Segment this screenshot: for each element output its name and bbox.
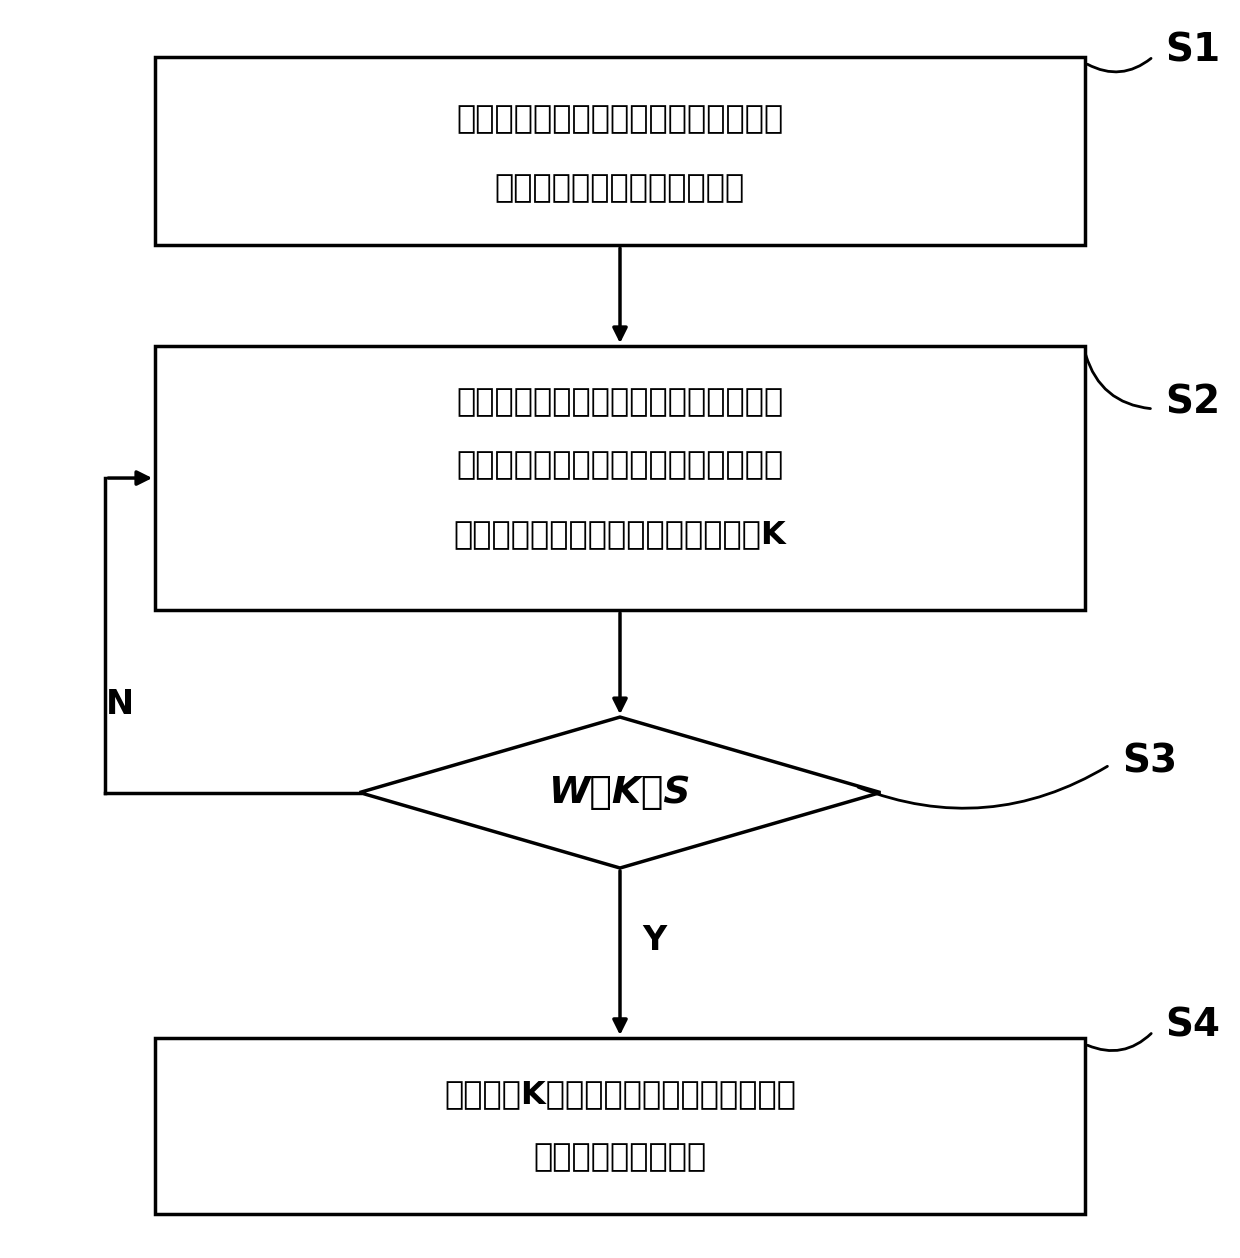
Bar: [155, 57, 1085, 245]
Text: 提供具有充电口的充电座，充电口外部: 提供具有充电口的充电座，充电口外部: [456, 104, 784, 135]
Text: S1: S1: [1166, 31, 1220, 69]
Bar: [155, 1038, 1085, 1214]
Text: S4: S4: [1166, 1006, 1220, 1044]
Bar: [155, 346, 1085, 610]
Text: N: N: [107, 688, 134, 721]
Text: 到充电口的位置信息: 到充电口的位置信息: [533, 1142, 707, 1172]
Text: 通过机械臂驱动激光测距模块沿直线扫: 通过机械臂驱动激光测距模块沿直线扫: [456, 387, 784, 418]
Text: 轮廓与充电口内部存在高度差: 轮廓与充电口内部存在高度差: [495, 174, 745, 204]
Text: W＜K＜S: W＜K＜S: [549, 775, 691, 810]
Polygon shape: [360, 717, 880, 868]
Text: 描，测量直线上存在高度差的临界点，: 描，测量直线上存在高度差的临界点，: [456, 450, 784, 481]
Text: 获取充电口上两个临界点之间的弦长K: 获取充电口上两个临界点之间的弦长K: [454, 520, 786, 550]
Text: 根据弦长K和充电口中心的对应关系，得: 根据弦长K和充电口中心的对应关系，得: [444, 1079, 796, 1110]
Text: S3: S3: [1122, 742, 1177, 780]
Text: S2: S2: [1166, 384, 1220, 421]
Text: Y: Y: [642, 923, 667, 957]
